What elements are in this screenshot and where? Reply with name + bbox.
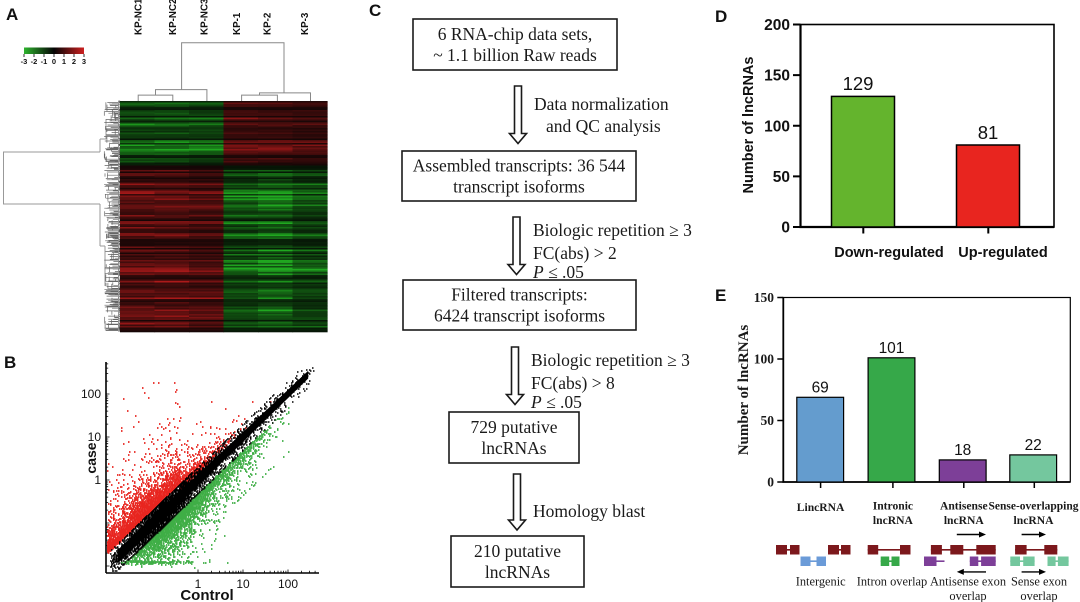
svg-text:Intronic: Intronic	[873, 500, 913, 513]
svg-text:-1: -1	[41, 57, 48, 66]
svg-text:Sense-overlapping: Sense-overlapping	[989, 500, 1079, 513]
svg-text:81: 81	[978, 122, 999, 143]
svg-text:lncRNA: lncRNA	[873, 514, 914, 527]
svg-text:2: 2	[72, 57, 76, 66]
svg-text:69: 69	[812, 379, 829, 396]
svg-text:-2: -2	[31, 57, 38, 66]
svg-text:Data normalization: Data normalization	[534, 94, 669, 114]
svg-text:FC(abs) > 2: FC(abs) > 2	[533, 243, 617, 263]
svg-text:FC(abs) > 8: FC(abs) > 8	[531, 373, 615, 393]
svg-text:1: 1	[195, 577, 202, 591]
svg-text:overlap: overlap	[949, 589, 986, 602]
svg-text:P ≤ .05: P ≤ .05	[530, 392, 582, 412]
svg-text:0: 0	[52, 57, 56, 66]
svg-text:LincRNA: LincRNA	[797, 501, 845, 514]
svg-text:Up-regulated: Up-regulated	[958, 245, 1047, 261]
svg-text:Biologic repetition ≥ 3: Biologic repetition ≥ 3	[533, 220, 692, 240]
svg-text:50: 50	[773, 169, 790, 186]
svg-text:150: 150	[764, 68, 790, 85]
svg-text:KP-1: KP-1	[232, 12, 243, 35]
svg-text:Filtered transcripts:: Filtered transcripts:	[451, 285, 588, 305]
svg-text:50: 50	[761, 413, 775, 428]
svg-text:6 RNA-chip data sets,: 6 RNA-chip data sets,	[438, 24, 593, 44]
svg-text:0: 0	[781, 220, 790, 237]
svg-text:1: 1	[62, 57, 66, 66]
svg-text:KP-NC3: KP-NC3	[200, 0, 211, 35]
svg-text:10: 10	[88, 430, 102, 444]
svg-text:200: 200	[764, 17, 790, 34]
svg-text:129: 129	[843, 73, 874, 94]
svg-text:729 putative: 729 putative	[471, 417, 558, 437]
svg-text:lncRNA: lncRNA	[944, 514, 985, 527]
svg-text:150: 150	[754, 290, 775, 305]
svg-text:case: case	[83, 442, 99, 473]
svg-text:KP-NC1: KP-NC1	[134, 0, 145, 35]
svg-text:100: 100	[278, 577, 298, 591]
svg-text:3: 3	[82, 57, 86, 66]
svg-text:P ≤ .05: P ≤ .05	[532, 262, 584, 282]
svg-text:1: 1	[94, 473, 101, 487]
svg-text:100: 100	[81, 387, 101, 401]
svg-text:and QC analysis: and QC analysis	[546, 116, 661, 136]
svg-text:-3: -3	[21, 57, 28, 66]
svg-text:Sense exon: Sense exon	[1011, 575, 1067, 589]
svg-text:KP-3: KP-3	[300, 12, 311, 35]
svg-text:10: 10	[236, 577, 250, 591]
svg-text:18: 18	[954, 442, 971, 459]
svg-text:Intergenic: Intergenic	[796, 575, 846, 589]
svg-text:C: C	[369, 1, 381, 20]
svg-text:KP-2: KP-2	[263, 12, 274, 35]
svg-text:A: A	[6, 5, 18, 24]
svg-text:Homology blast: Homology blast	[533, 501, 645, 521]
svg-text:E: E	[715, 286, 726, 305]
svg-text:lncRNAs: lncRNAs	[481, 438, 546, 458]
svg-text:Down-regulated: Down-regulated	[834, 245, 944, 261]
svg-text:6424 transcript isoforms: 6424 transcript isoforms	[434, 306, 605, 326]
svg-text:210 putative: 210 putative	[474, 541, 561, 561]
svg-text:KP-NC2: KP-NC2	[168, 0, 179, 35]
svg-text:Assembled transcripts: 36 544: Assembled transcripts: 36 544	[413, 156, 626, 176]
svg-text:transcript isoforms: transcript isoforms	[453, 177, 585, 197]
svg-text:100: 100	[764, 118, 790, 135]
svg-text:lncRNA: lncRNA	[1014, 514, 1055, 527]
svg-text:22: 22	[1025, 437, 1042, 454]
svg-text:Number of lncRNAs: Number of lncRNAs	[741, 57, 757, 194]
svg-text:0: 0	[767, 475, 774, 490]
svg-text:Intron overlap: Intron overlap	[857, 575, 928, 589]
svg-text:Antisense exon: Antisense exon	[930, 575, 1006, 589]
svg-text:100: 100	[754, 352, 775, 367]
svg-text:Number of lncRNAs: Number of lncRNAs	[736, 325, 752, 456]
svg-text:Biologic repetition ≥ 3: Biologic repetition ≥ 3	[531, 350, 690, 370]
svg-text:Antisense: Antisense	[940, 500, 988, 513]
svg-text:B: B	[4, 353, 16, 372]
svg-text:lncRNAs: lncRNAs	[485, 562, 550, 582]
svg-text:Control: Control	[180, 587, 233, 602]
svg-text:101: 101	[879, 340, 905, 357]
svg-text:~ 1.1 billion Raw reads: ~ 1.1 billion Raw reads	[433, 45, 597, 65]
svg-text:overlap: overlap	[1020, 589, 1057, 602]
svg-text:D: D	[715, 7, 727, 26]
